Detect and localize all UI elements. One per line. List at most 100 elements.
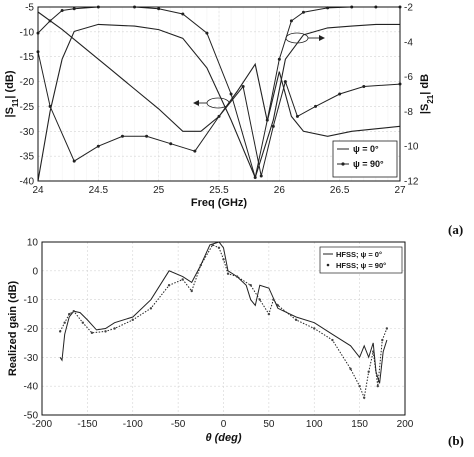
panel-b-y-tick-label: -20 [24,324,39,335]
panel-b-y-axis-label: Realized gain (dB) [7,280,19,376]
panel-a-y-right-tick-label: -2 [404,3,413,14]
panel-a-annotations [193,32,325,109]
panel-b-data-point [190,289,193,293]
panel-b-data-point [249,284,252,287]
panel-b-x-tick-label: -100 [123,419,143,430]
panel-a-label: (a) [448,222,463,237]
panel-a-x-tick-label: 26 [274,185,286,196]
panel-b-data-point [181,278,184,281]
panel-a-y-right-tick-label: -10 [404,142,419,153]
panel-b-data-point [222,258,225,261]
panel-b-data-point [63,321,66,324]
panel-a-x-tick-label: 27 [394,185,406,196]
panel-a-data-point [314,104,318,108]
panel-a-data-point [145,134,149,138]
panel-b-data-point [272,298,275,301]
panel-a-legend-marker [341,162,345,166]
panel-a-data-point [72,7,76,11]
panel-b-data-point [131,318,134,322]
panel-a-x-tick-label: 24.5 [89,185,109,196]
panel-b-series-line-psi-0 [59,241,388,384]
panel-a-y-axis-label-right: |S21| dB [419,74,435,114]
panel-a-data-point [338,92,342,96]
panel-b-label: (b) [448,433,464,448]
panel-b-data-point [217,246,221,249]
panel-a-y-left-tick-label: -30 [20,127,35,138]
panel-b-realized-gain-chart: -200 -150 -100 -50 0 50 100 150 200100-10-20-30-… [7,238,464,449]
panel-a-legend-box [332,140,398,178]
panel-a-data-point [96,144,100,148]
panel-a-data-point [301,10,305,14]
panel-b-data-point [367,370,370,373]
panel-a-data-point [265,118,269,122]
panel-a-y-left-tick-label: -35 [20,152,35,163]
panel-a-series-line-s11-psi-90 [37,51,401,177]
panel-b-data-point [381,338,384,342]
panel-a-data-point [253,176,257,180]
panel-a-legend: ψ = 0° ψ = 90° [332,140,398,178]
panel-b-x-tick-label: -150 [77,419,97,430]
panel-b-data-point [68,312,71,316]
panel-a-x-tick-label: 26.5 [330,185,350,196]
panel-a-left-arrowhead [193,100,199,106]
panel-b-data-point [113,327,116,330]
panel-b-y-tick-label: 0 [32,266,38,277]
panel-b-series [58,241,389,400]
panel-a-y-right-tick-label: -4 [404,37,413,48]
panel-a-axis-label-part: |S [419,104,431,114]
panel-b-data-point [90,331,94,335]
panel-a-series-line-s21-psi-0 [37,23,400,182]
panel-a-series-line-s11-psi-0 [37,11,401,137]
panel-b-legend-marker [326,263,330,267]
panel-a-data-point [229,92,233,96]
panel-b-x-tick-label: -50 [171,419,186,430]
panel-b-legend-label: HFSS; ψ = 0° [336,250,382,259]
panel-a-data-point [120,134,124,138]
panel-b-data-point [349,367,352,371]
panel-b-legend: HFSS; ψ = 0° HFSS; ψ = 90° [319,246,403,274]
panel-a-y-left-tick-label: -5 [25,3,34,14]
panel-a-s21-curve-marker-ellipse [285,32,309,44]
panel-a-x-axis-label: Freq (GHz) [191,197,248,209]
panel-b-x-axis-label: θ (deg) [205,432,241,444]
panel-a-data-point [295,114,299,118]
panel-b-x-tick-label: 50 [263,419,275,430]
panel-b-data-point [167,284,171,287]
panel-a-data-point [217,114,221,118]
panel-a-data-point [193,149,197,153]
panel-a-right-arrowhead [319,35,325,41]
panel-a-axis-label-subscript: 11 [11,98,20,107]
panel-b-data-point [72,310,75,313]
panel-b-data-point [258,298,261,301]
panel-b-data-point [199,263,203,267]
panel-a-axis-label-part: | dB [419,74,431,95]
panel-b-data-point [313,327,316,330]
panel-b-data-point [211,243,214,247]
panel-b-ticks: -200 -150 -100 -50 0 50 100 150 200100-10-20-30-… [24,238,414,431]
panel-a-y-left-tick-label: -10 [20,27,35,38]
panel-b-data-point [149,307,153,310]
panel-a-data-point [362,85,366,89]
panel-a-x-tick-label: 24 [32,185,44,196]
panel-a-series [36,5,402,182]
panel-b-x-tick-label: 200 [397,419,414,430]
panel-b-data-point [226,272,230,275]
panel-b-data-point [104,330,107,333]
panel-b-x-tick-label: 0 [221,419,227,430]
panel-b-y-tick-label: 10 [27,238,39,249]
panel-b-x-tick-label: -200 [32,419,52,430]
panel-a-s-parameters-chart: 24 24.5 25 25.5 26 26.5 27 -5 -10 -15 -20 -25 -30 -35… [4,3,463,238]
panel-a-data-point [205,31,209,35]
panel-b-y-tick-label: -10 [24,295,39,306]
panel-a-y-axis-label-left: |S11| (dB) [4,70,20,117]
panel-a-data-point [169,142,173,146]
panel-a-y-right-tick-label: -8 [404,107,413,118]
panel-a-data-point [259,174,263,178]
panel-b-x-tick-label: 150 [351,419,368,430]
panel-a-data-point [271,124,275,128]
panel-b-data-point [267,312,271,316]
panel-b-x-tick-label: 100 [306,419,323,430]
panel-a-y-right-tick-label: -12 [404,177,419,188]
panel-a-y-left-tick-label: -15 [20,52,35,63]
